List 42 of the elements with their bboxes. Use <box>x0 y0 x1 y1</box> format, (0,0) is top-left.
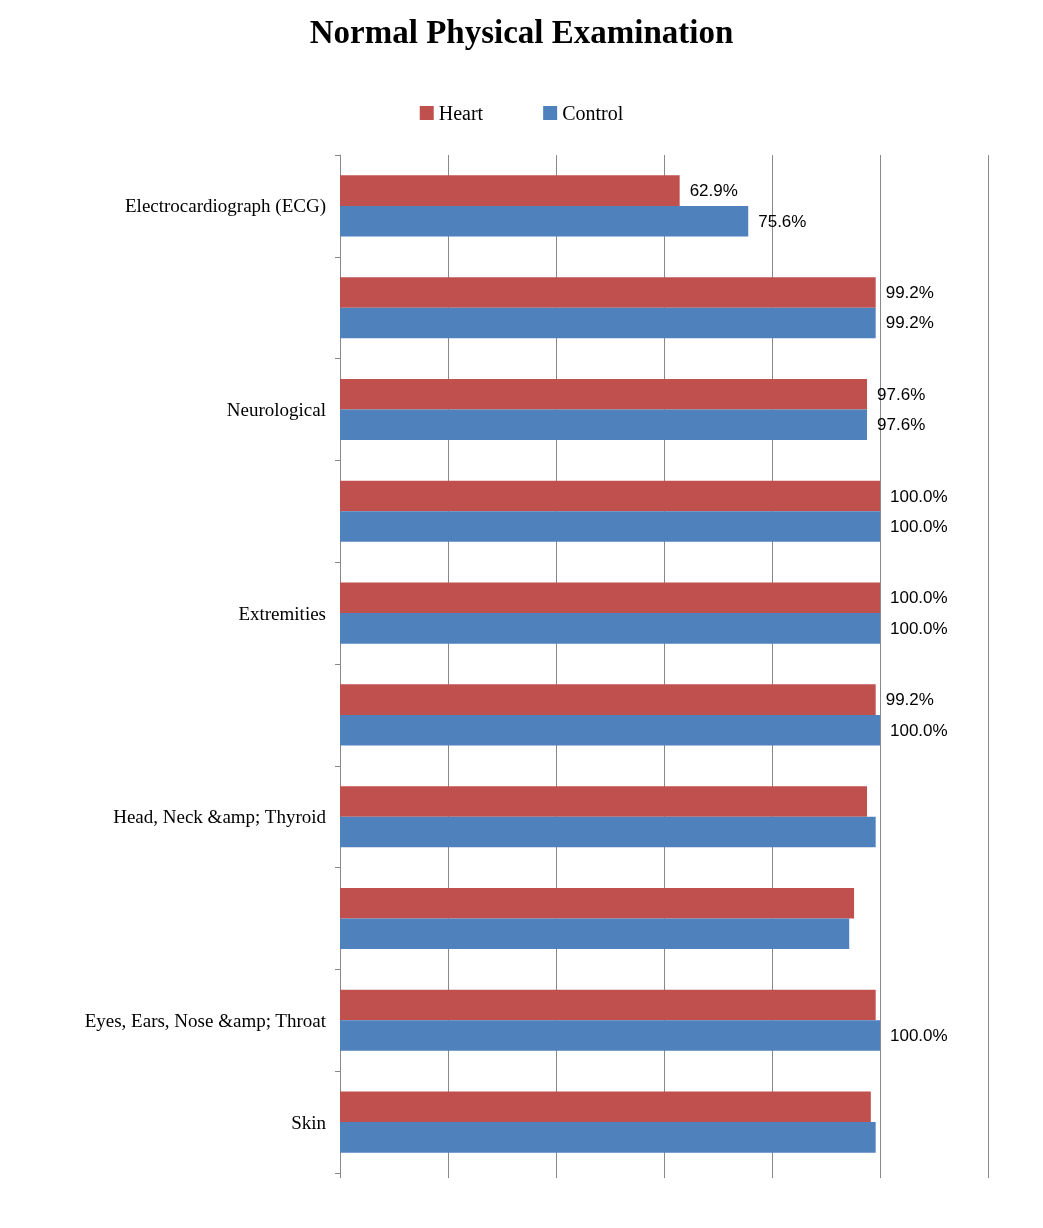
data-label: 75.6% <box>758 211 807 231</box>
bar <box>340 480 880 512</box>
y-tick-label: Extremities <box>238 602 326 624</box>
y-tick-label: Electrocardiograph (ECG) <box>125 195 326 218</box>
data-label: 100.0% <box>890 720 948 740</box>
bar <box>340 786 868 817</box>
bar <box>340 511 880 542</box>
bar <box>340 1091 871 1123</box>
data-label: 99.2% <box>885 313 934 333</box>
bar <box>340 582 880 614</box>
data-label: 100.0% <box>890 486 948 506</box>
data-label: 97.6% <box>877 415 926 435</box>
bar <box>340 205 749 237</box>
chart-title: Normal Physical Examination <box>309 13 734 50</box>
data-label: 99.2% <box>885 282 934 302</box>
data-label: 100.0% <box>890 618 948 638</box>
y-tick-label: Eyes, Ears, Nose &amp; Throat <box>84 1009 327 1031</box>
y-tick-label: Head, Neck &amp; Thyroid <box>113 806 327 828</box>
legend-label: Control <box>562 102 624 124</box>
data-label: 100.0% <box>890 1026 948 1046</box>
bar <box>340 989 876 1021</box>
bar <box>340 175 680 206</box>
data-label: 100.0% <box>890 588 948 608</box>
data-label: 62.9% <box>689 181 738 201</box>
y-tick-label: Neurological <box>226 399 326 420</box>
bar <box>340 1020 880 1051</box>
bar <box>340 887 855 919</box>
bar <box>340 1122 876 1153</box>
y-tick-label: Skin <box>291 1111 327 1133</box>
data-label: 100.0% <box>890 517 948 537</box>
bar <box>340 277 876 308</box>
bar <box>340 307 876 339</box>
bar <box>340 378 868 410</box>
bar <box>340 684 876 715</box>
bar <box>340 714 880 746</box>
bar <box>340 613 880 644</box>
data-label: 99.2% <box>885 690 934 710</box>
bar <box>340 816 876 848</box>
legend-label: Heart <box>438 102 484 124</box>
data-label: 97.6% <box>877 384 926 404</box>
bar <box>340 918 850 950</box>
bar <box>340 409 868 441</box>
